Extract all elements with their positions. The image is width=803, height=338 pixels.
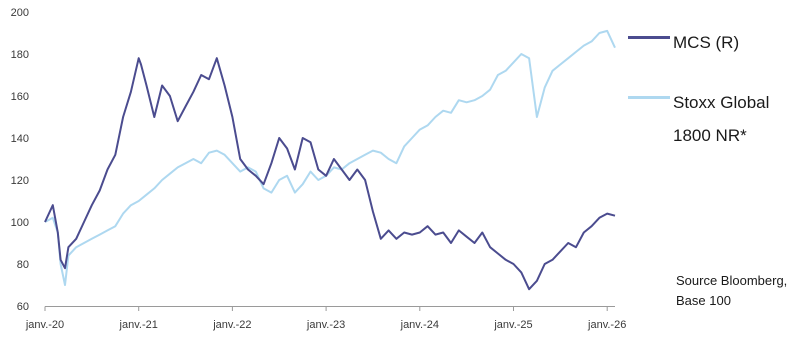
y-tick-label: 80 bbox=[17, 259, 29, 271]
x-tick-label: janv.-26 bbox=[587, 319, 626, 331]
y-tick-label: 140 bbox=[11, 133, 29, 145]
legend-label-stoxx: Stoxx Global 1800 NR* bbox=[673, 93, 770, 145]
y-axis: 60 80 100 120 140 160 180 200 bbox=[11, 7, 29, 313]
y-tick-label: 200 bbox=[11, 7, 29, 19]
x-tick-label: janv.-20 bbox=[25, 319, 64, 331]
legend-swatch-mcs bbox=[628, 36, 670, 39]
legend-label-mcs: MCS (R) bbox=[673, 33, 740, 52]
x-tick-label: janv.-21 bbox=[119, 319, 158, 331]
legend-item-stoxx: Stoxx Global 1800 NR* bbox=[628, 86, 798, 145]
y-tick-label: 100 bbox=[11, 217, 29, 229]
legend-swatch-stoxx bbox=[628, 96, 670, 99]
y-tick-label: 160 bbox=[11, 91, 29, 103]
series-line-stoxx bbox=[44, 29, 616, 286]
y-tick-label: 120 bbox=[11, 175, 29, 187]
x-tick-label: janv.-25 bbox=[493, 319, 532, 331]
x-tick-label: janv.-22 bbox=[212, 319, 251, 331]
legend-item-mcs: MCS (R) bbox=[628, 26, 798, 52]
x-tick-label: janv.-24 bbox=[400, 319, 439, 331]
y-tick-label: 60 bbox=[17, 301, 29, 313]
series-line-mcs bbox=[44, 57, 616, 291]
y-tick-label: 180 bbox=[11, 49, 29, 61]
series-layer bbox=[44, 29, 616, 291]
legend: MCS (R) Stoxx Global 1800 NR* bbox=[628, 26, 798, 146]
source-note: Source Bloomberg, Base 100 bbox=[676, 273, 788, 308]
x-tick-label: janv.-23 bbox=[306, 319, 345, 331]
x-axis: janv.-20 janv.-21 janv.-22 janv.-23 janv.-24… bbox=[25, 306, 626, 331]
